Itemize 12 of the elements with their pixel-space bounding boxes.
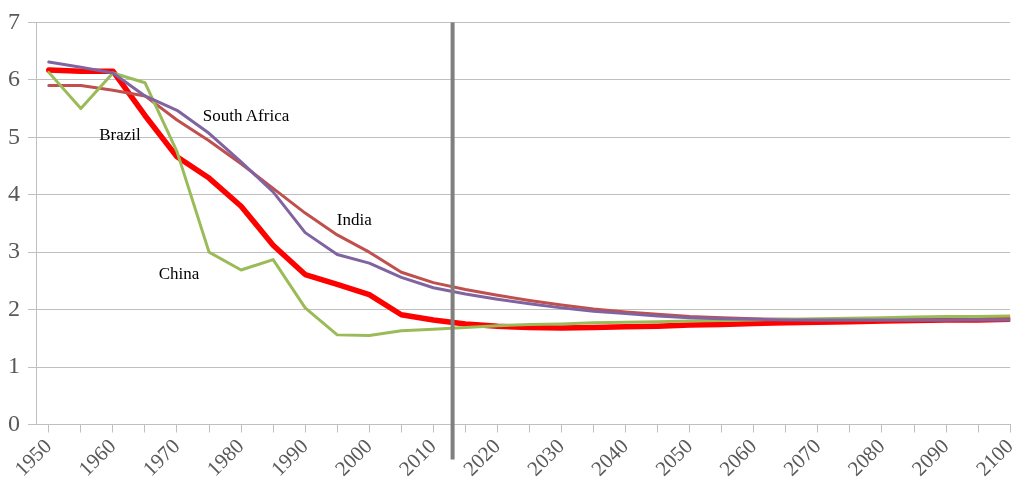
y-tick-label: 6 <box>8 65 20 92</box>
y-tick-label: 1 <box>8 352 20 379</box>
y-tick-label: 2 <box>8 294 20 321</box>
series-label: India <box>336 210 373 230</box>
series-label: Brazil <box>99 124 141 144</box>
y-tick-label: 5 <box>8 122 20 149</box>
series-label: South Africa <box>202 105 290 125</box>
y-tick-label: 3 <box>8 237 20 264</box>
series-label: China <box>158 263 200 283</box>
y-tick-label: 7 <box>8 7 20 34</box>
y-tick-label: 0 <box>8 409 20 436</box>
y-tick-label: 4 <box>8 180 20 207</box>
